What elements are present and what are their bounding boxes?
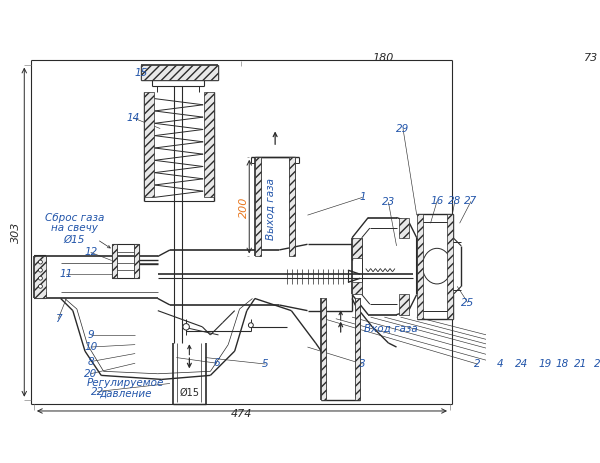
Text: 2: 2 — [474, 359, 481, 369]
Text: Регулируемое: Регулируемое — [87, 378, 164, 388]
Text: 18: 18 — [556, 359, 569, 369]
Circle shape — [183, 324, 190, 330]
Text: Вход газа: Вход газа — [364, 324, 418, 333]
Text: 73: 73 — [584, 53, 598, 63]
Circle shape — [39, 285, 42, 288]
Bar — [399, 294, 409, 315]
Text: Сброс газа: Сброс газа — [45, 213, 104, 223]
Circle shape — [248, 323, 253, 328]
Text: 1: 1 — [359, 192, 366, 202]
Text: 24: 24 — [515, 359, 528, 369]
Circle shape — [39, 261, 42, 264]
Text: Ø15: Ø15 — [179, 388, 199, 398]
Text: 22: 22 — [91, 387, 104, 396]
Bar — [204, 92, 214, 197]
Text: давление: давление — [99, 388, 152, 398]
Circle shape — [40, 286, 41, 287]
Text: 29: 29 — [397, 124, 410, 133]
Text: 23: 23 — [382, 197, 395, 207]
Bar — [141, 65, 218, 80]
Bar — [355, 299, 360, 400]
Text: 11: 11 — [60, 269, 73, 279]
Text: 19: 19 — [539, 359, 552, 369]
Bar — [352, 238, 362, 258]
Circle shape — [39, 277, 42, 280]
Text: 15: 15 — [135, 68, 148, 78]
Bar — [144, 92, 154, 197]
Circle shape — [40, 269, 41, 271]
Text: 12: 12 — [84, 247, 97, 257]
Bar — [399, 218, 409, 238]
Text: Выход газа: Выход газа — [266, 178, 276, 240]
Bar — [134, 244, 139, 278]
Text: 303: 303 — [11, 221, 21, 243]
Bar — [289, 157, 295, 257]
Text: 5: 5 — [262, 359, 269, 369]
Bar — [34, 257, 46, 263]
Text: 20: 20 — [84, 369, 97, 379]
Text: 474: 474 — [231, 409, 253, 419]
Text: 7: 7 — [55, 314, 62, 324]
Bar — [34, 292, 46, 299]
Text: 27: 27 — [464, 196, 478, 206]
Text: 14: 14 — [127, 113, 140, 123]
Bar — [321, 299, 326, 400]
Bar — [446, 213, 453, 319]
Text: 200: 200 — [239, 196, 250, 218]
Bar — [34, 257, 46, 299]
Bar — [255, 157, 262, 257]
Text: 4: 4 — [497, 359, 503, 369]
Text: 21: 21 — [574, 359, 587, 369]
Bar — [352, 282, 362, 294]
Text: 3: 3 — [359, 359, 366, 369]
Text: 10: 10 — [84, 342, 97, 352]
Text: 25: 25 — [461, 298, 475, 307]
Text: 28: 28 — [448, 196, 461, 206]
Circle shape — [39, 269, 42, 272]
Text: Ø15: Ø15 — [64, 234, 85, 244]
Text: на свечу: на свечу — [51, 223, 98, 233]
Bar — [417, 213, 423, 319]
Text: 9: 9 — [88, 330, 94, 340]
Circle shape — [40, 277, 41, 279]
Bar — [112, 244, 118, 278]
Text: 26: 26 — [594, 359, 600, 369]
Text: 8: 8 — [88, 357, 94, 367]
Text: 6: 6 — [214, 358, 220, 368]
Text: 16: 16 — [430, 196, 443, 206]
Text: 180: 180 — [372, 53, 394, 63]
Circle shape — [40, 261, 41, 263]
